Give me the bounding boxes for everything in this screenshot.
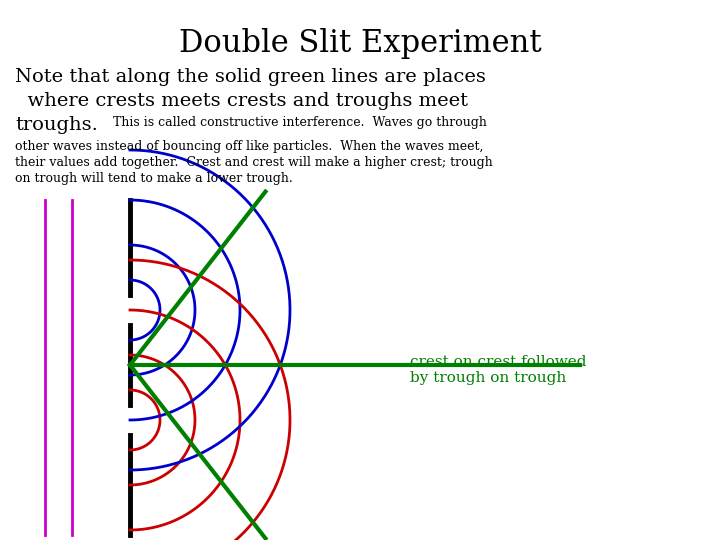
- Text: where crests meets crests and troughs meet: where crests meets crests and troughs me…: [15, 92, 468, 110]
- Text: This is called constructive interference.  Waves go through: This is called constructive interference…: [105, 116, 487, 129]
- Text: troughs.: troughs.: [15, 116, 98, 134]
- Text: their values add together.  Crest and crest will make a higher crest; trough: their values add together. Crest and cre…: [15, 156, 492, 169]
- Text: on trough will tend to make a lower trough.: on trough will tend to make a lower trou…: [15, 172, 293, 185]
- Text: Note that along the solid green lines are places: Note that along the solid green lines ar…: [15, 68, 486, 86]
- Text: Double Slit Experiment: Double Slit Experiment: [179, 28, 541, 59]
- Text: other waves instead of bouncing off like particles.  When the waves meet,: other waves instead of bouncing off like…: [15, 140, 483, 153]
- Text: crest on crest followed
by trough on trough: crest on crest followed by trough on tro…: [410, 355, 587, 385]
